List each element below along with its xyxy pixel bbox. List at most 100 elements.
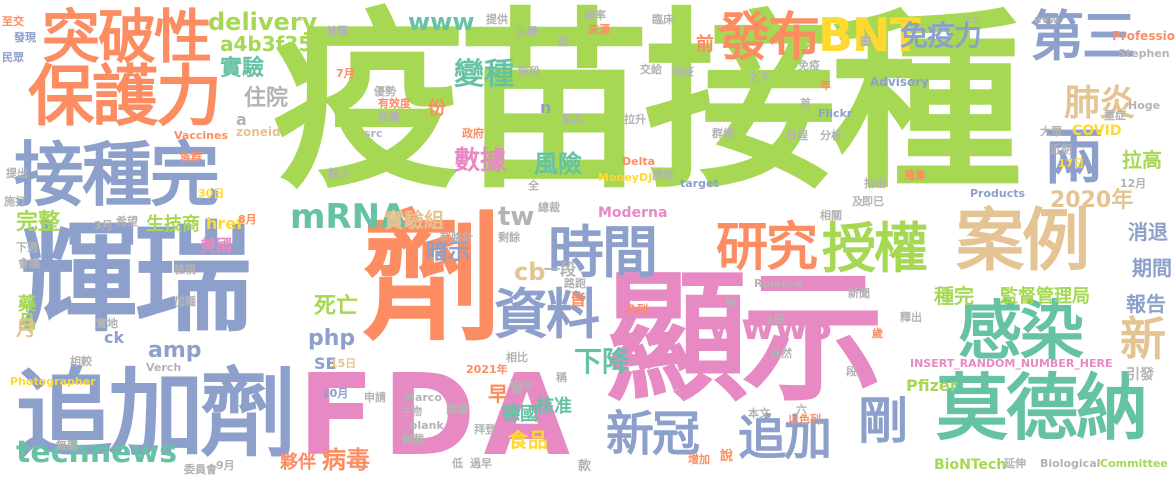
word-death: 死亡 bbox=[314, 294, 359, 319]
word-experiment: 實驗 bbox=[220, 56, 265, 81]
word-advantage: 優勢 bbox=[374, 85, 396, 98]
word-www: www bbox=[408, 8, 475, 36]
word-recent: 近期 bbox=[1050, 143, 1072, 156]
word-increase: 增加 bbox=[688, 453, 710, 466]
word-covid: COVID bbox=[1072, 123, 1122, 139]
word-clinical: 臨床 bbox=[652, 13, 674, 26]
word-hand-over: 交給 bbox=[640, 63, 662, 76]
word-committee-zh: 委員會 bbox=[184, 463, 217, 476]
word-advisory: Advisory bbox=[870, 75, 929, 89]
word-israel: 以色列 bbox=[788, 413, 821, 426]
word-marco: Marco bbox=[404, 391, 442, 404]
word-before: 前 bbox=[696, 34, 714, 55]
word-professional: Professional bbox=[1112, 29, 1175, 43]
word-vaccines: Vaccines bbox=[174, 129, 228, 142]
word-show: 顯示 bbox=[606, 256, 884, 421]
word-add-dose: 加種 bbox=[174, 295, 196, 308]
word-germany: 德國 bbox=[502, 404, 538, 425]
word-portion: 份 bbox=[428, 98, 446, 119]
word-section: 段 bbox=[846, 365, 857, 378]
word-two: 兩 bbox=[1044, 123, 1104, 193]
word-stephen: Stephen bbox=[1118, 47, 1170, 60]
word-apply: 申請 bbox=[364, 391, 386, 404]
word-segment: 一段 bbox=[544, 260, 577, 279]
word-blank: _blank bbox=[404, 419, 444, 432]
word-puluo: 普羅 bbox=[326, 25, 348, 38]
word-cb: cb bbox=[514, 258, 546, 286]
word-related-zh: 相關 bbox=[820, 209, 842, 222]
word-product: 製品 bbox=[562, 113, 584, 126]
word-cc: cc bbox=[966, 13, 980, 26]
word-infected: 染疫 bbox=[672, 65, 694, 78]
word-17th: 17日 bbox=[1058, 157, 1085, 170]
word-data: 資料 bbox=[494, 283, 600, 346]
word-protection: 保護力 bbox=[28, 58, 222, 135]
word-bio: 生物 bbox=[400, 405, 422, 418]
word-se-lie: 色列 bbox=[626, 303, 648, 316]
word-breakthrough: 突破性 bbox=[42, 3, 212, 71]
word-month: 月 bbox=[16, 316, 36, 340]
word-a: a bbox=[236, 110, 247, 129]
word-say: 說 bbox=[720, 449, 734, 464]
word-stage: 階段 bbox=[518, 65, 540, 78]
word-infection: 感染 bbox=[958, 295, 1084, 369]
word-finished: 完畢 bbox=[516, 25, 538, 38]
word-pfizer: Pfizer bbox=[906, 376, 958, 395]
word-1st: 1日 bbox=[766, 313, 785, 326]
word-products: Products bbox=[970, 187, 1026, 200]
word-photographer: Photographer bbox=[10, 375, 96, 388]
word-bnt: BNT bbox=[818, 8, 921, 62]
word-call: 稱 bbox=[556, 371, 567, 384]
word-sep: 9月 bbox=[216, 459, 235, 472]
word-zoneid: zoneid bbox=[236, 125, 281, 139]
word-biological: Biological bbox=[1040, 457, 1101, 470]
word-www5: www5 bbox=[708, 307, 833, 348]
word-immunity: 免疫力 bbox=[900, 19, 982, 52]
word-virus: 病毒 bbox=[322, 446, 370, 474]
word-pfizer-zh: 輝瑞 bbox=[20, 210, 252, 348]
word-mrna: mRNA bbox=[290, 197, 407, 237]
word-news: 新聞 bbox=[848, 287, 870, 300]
word-trigger: 引發 bbox=[1126, 367, 1154, 383]
word-under: 之下 bbox=[748, 71, 770, 84]
word-delivery: delivery bbox=[208, 8, 318, 36]
word-biotech: 生技商 bbox=[146, 214, 200, 235]
word-figure: 圖 bbox=[860, 35, 871, 48]
word-new: 新 bbox=[1120, 312, 1166, 366]
word-moneydj: MoneyDJ bbox=[598, 171, 653, 184]
word-public: 民眾 bbox=[2, 51, 24, 64]
word-age: 歲 bbox=[872, 327, 883, 340]
word-statistics: 數據 bbox=[454, 146, 507, 176]
word-fast: 快 bbox=[726, 297, 737, 310]
word-provide: 提供 bbox=[486, 13, 508, 26]
word-30th: 30日 bbox=[198, 187, 225, 200]
word-and: 及 bbox=[852, 195, 863, 208]
word-collect: 蒐集 bbox=[904, 169, 926, 182]
word-low: 低 bbox=[452, 457, 463, 470]
word-immune: 免疫 bbox=[798, 59, 820, 72]
word-php: php bbox=[308, 326, 356, 351]
word-drug: 藥品 bbox=[15, 294, 36, 330]
word-food: 食品 bbox=[508, 428, 548, 452]
word-repost: 轉載 bbox=[402, 433, 424, 446]
word-discover: 發現 bbox=[14, 31, 36, 44]
word-unrelated: 無關 bbox=[56, 439, 78, 452]
word-15th: 15日 bbox=[330, 357, 357, 370]
word-variant: 變種 bbox=[454, 57, 514, 92]
word-onsite: 實地 bbox=[96, 317, 118, 330]
word-review: 檢視 bbox=[174, 263, 196, 276]
word-hint: 暗示 bbox=[426, 240, 471, 265]
word-race: 路跑 bbox=[564, 277, 586, 290]
word-aug: 8月 bbox=[238, 213, 257, 226]
word-already: 即已 bbox=[862, 195, 884, 208]
word-report: 報告 bbox=[1126, 292, 1166, 316]
word-induce: 誘發 bbox=[652, 169, 674, 182]
word-time: 時間 bbox=[548, 221, 658, 286]
word-cohort: 群組 bbox=[712, 127, 734, 140]
word-meeting: 會議 bbox=[18, 257, 40, 270]
word-dec: 12月 bbox=[1120, 177, 1147, 190]
word-pneumonia: 肺炎 bbox=[1064, 83, 1135, 124]
word-a4b3f35b: a4b3f35b bbox=[220, 32, 327, 56]
word-this-article: 本文 bbox=[748, 407, 770, 420]
